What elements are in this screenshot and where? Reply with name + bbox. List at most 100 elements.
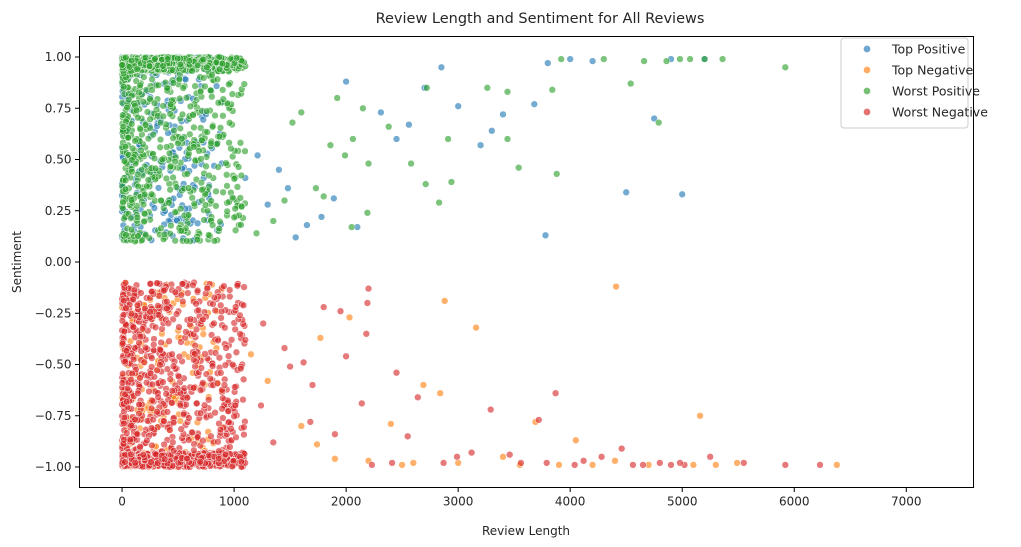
data-point [398, 461, 406, 469]
data-point [159, 378, 167, 386]
data-point [588, 461, 597, 469]
data-point [133, 301, 142, 309]
data-point [168, 387, 176, 395]
data-point [125, 63, 134, 71]
data-point [178, 135, 186, 143]
data-point [236, 330, 244, 338]
data-point [184, 184, 193, 192]
data-point [191, 350, 199, 358]
data-point [444, 135, 452, 143]
data-point [211, 409, 219, 417]
data-point [333, 94, 341, 102]
data-point [169, 438, 177, 446]
data-point [217, 301, 225, 309]
data-point [156, 143, 164, 151]
data-point [447, 178, 456, 186]
data-point [184, 289, 192, 297]
y-axis-label: Sentiment [10, 231, 24, 293]
data-point [488, 127, 496, 135]
y-tick-label: −0.75 [35, 409, 72, 423]
data-point [170, 447, 178, 455]
data-point [214, 336, 222, 345]
data-point [154, 184, 163, 192]
data-point [163, 298, 171, 306]
data-point [147, 458, 155, 466]
data-point [331, 455, 339, 463]
data-point [170, 418, 178, 427]
data-point [392, 369, 401, 377]
data-point [156, 346, 164, 354]
data-point [499, 110, 507, 119]
data-point [167, 221, 175, 230]
data-point [203, 128, 211, 136]
data-point [226, 292, 234, 301]
data-point [221, 450, 230, 459]
data-point [183, 393, 191, 402]
data-point [176, 94, 184, 103]
data-point [131, 415, 139, 424]
data-point [122, 347, 131, 355]
data-point [224, 407, 232, 415]
data-point [210, 237, 219, 245]
data-point [193, 433, 202, 441]
data-point [221, 361, 229, 369]
data-point [163, 304, 171, 313]
data-point [219, 86, 227, 94]
data-point [137, 146, 145, 155]
data-point [214, 438, 222, 446]
x-tick-label: 1000 [219, 495, 250, 509]
data-point [148, 441, 156, 450]
data-point [123, 103, 131, 112]
data-point [198, 186, 206, 194]
data-point [308, 381, 317, 389]
data-point [476, 141, 485, 149]
data-point [225, 119, 234, 127]
data-point [364, 159, 373, 168]
data-point [320, 303, 328, 311]
data-point [150, 341, 158, 349]
data-point [127, 421, 135, 430]
data-point [224, 352, 233, 360]
data-point [206, 375, 214, 383]
data-point [228, 462, 237, 471]
data-point [162, 174, 171, 183]
data-point [151, 323, 160, 331]
data-point [129, 144, 137, 153]
data-point [153, 366, 161, 374]
data-point [207, 197, 215, 205]
data-point [199, 437, 207, 445]
data-point [134, 170, 142, 178]
data-point [208, 221, 217, 229]
data-point [136, 125, 144, 133]
data-point [252, 229, 261, 237]
data-point [156, 119, 165, 127]
data-point [662, 57, 671, 65]
data-point [121, 185, 130, 193]
data-point [676, 55, 684, 63]
data-point [781, 461, 789, 469]
data-point [169, 173, 177, 182]
data-point [136, 374, 144, 382]
data-point [299, 358, 308, 367]
data-point [212, 58, 221, 66]
chart-title: Review Length and Sentiment for All Revi… [376, 11, 705, 27]
data-point [435, 198, 443, 207]
data-point [414, 393, 422, 401]
data-point [190, 446, 198, 454]
data-point [544, 59, 552, 67]
x-tick-label: 3000 [443, 495, 474, 509]
data-point [231, 383, 239, 391]
data-point [205, 231, 213, 239]
data-point [700, 55, 709, 63]
plot-frame [79, 36, 974, 488]
data-point [247, 350, 255, 358]
data-point [196, 88, 205, 96]
data-point [781, 63, 789, 71]
legend-marker [863, 66, 871, 74]
data-point [139, 451, 147, 459]
data-point [171, 288, 179, 296]
data-point [143, 436, 151, 445]
data-point [182, 94, 191, 102]
data-point [195, 147, 203, 155]
